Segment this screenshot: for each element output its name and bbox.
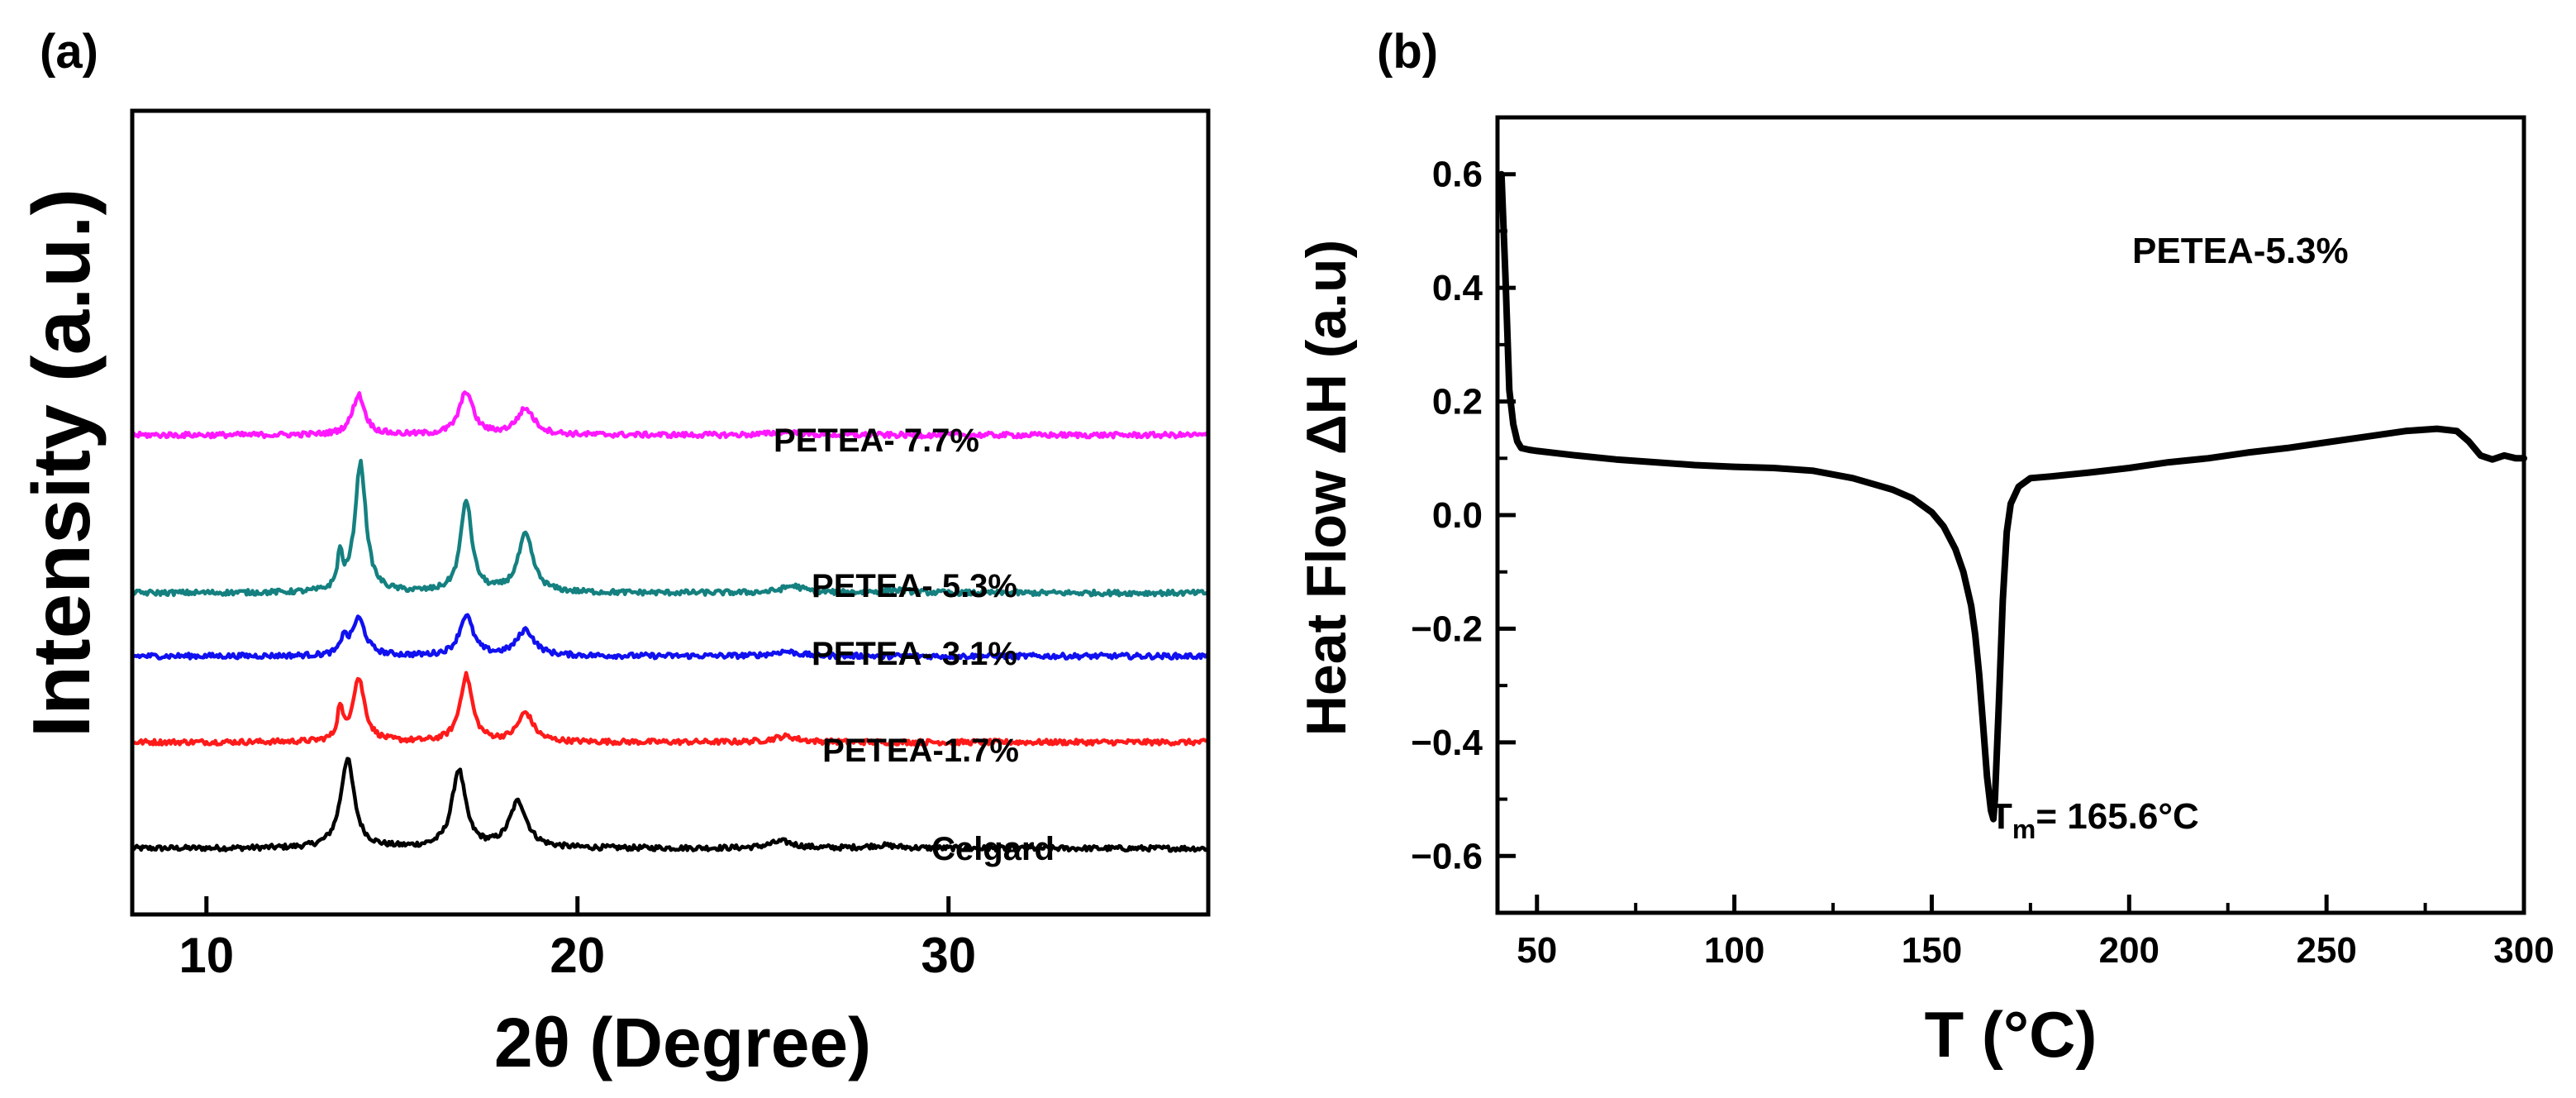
panel-b-series-group (1498, 170, 2527, 823)
panel-b-y-axis-label: Heat Flow ΔH (a.u) (1295, 240, 1358, 736)
y-tick-label-2: −0.2 (1411, 609, 1483, 649)
panel-b-label: (b) (1377, 25, 1438, 79)
x-tick-label-2: 150 (1902, 930, 1962, 971)
panel-a-series-group (130, 390, 1210, 853)
y-tick-label-5: 0.4 (1432, 268, 1483, 308)
melting-point-annotation: Tm= 165.6°C (1990, 796, 2199, 844)
x-tick-label-1: 100 (1704, 930, 1764, 971)
tm-subscript: m (2012, 814, 2036, 844)
y-tick-label-1: −0.4 (1411, 723, 1483, 763)
y-tick-label-4: 0.2 (1432, 382, 1483, 422)
series-label-4: PETEA- 7.7% (774, 422, 979, 459)
panel-a-label: (a) (40, 25, 98, 79)
panel-a-series-labels: Celgard PETEA-1.7% PETEA- 3.1% PETEA- 5.3% P… (774, 422, 1055, 867)
series-line-4 (130, 390, 1210, 440)
panel-a-xrd: (a) Celgard PETEA-1.7% PETEA- 3.1% PETEA- 5… (16, 25, 1211, 1081)
x-tick-label-0: 10 (179, 928, 234, 983)
y-tick-label-0: −0.6 (1411, 836, 1483, 876)
x-tick-label-0: 50 (1517, 930, 1557, 971)
panel-b-x-axis-label: T (°C) (1925, 998, 2097, 1071)
panel-a-x-axis-label: 2θ (Degree) (494, 1004, 871, 1081)
panel-a-y-axis-label: Intensity (a.u.) (16, 189, 107, 738)
y-tick-label-6: 0.6 (1432, 155, 1483, 195)
panel-b-x-axis-ticks: 50 100 150 200 250 300 (1517, 895, 2555, 971)
series-line-2 (131, 613, 1210, 661)
tm-main: T (1990, 796, 2012, 837)
panel-a-plot-frame (130, 108, 1211, 917)
dsc-curve (1498, 170, 2527, 823)
panel-b-y-axis-ticks: −0.6 −0.4 −0.2 0.0 0.2 0.4 0.6 (1411, 155, 1516, 876)
sample-annotation: PETEA-5.3% (2132, 231, 2349, 271)
x-tick-label-4: 250 (2296, 930, 2356, 971)
y-tick-label-3: 0.0 (1432, 495, 1483, 536)
series-line-0 (131, 757, 1210, 853)
series-label-3: PETEA- 5.3% (812, 568, 1017, 604)
series-line-1 (131, 671, 1209, 747)
x-tick-label-1: 20 (550, 928, 605, 983)
x-tick-label-5: 300 (2493, 930, 2554, 971)
x-tick-label-3: 200 (2099, 930, 2159, 971)
series-label-2: PETEA- 3.1% (812, 636, 1017, 672)
x-tick-label-2: 30 (921, 928, 976, 983)
series-label-1: PETEA-1.7% (822, 733, 1019, 769)
panel-a-x-axis-ticks: 10 20 30 (179, 896, 976, 983)
panel-b-dsc: (b) 50 100 150 200 250 300 −0.6 −0.4 −0.2 0.0 0.2… (1295, 25, 2555, 1071)
tm-value: = 165.6°C (2036, 796, 2198, 837)
series-line-3 (131, 458, 1209, 598)
series-label-0: Celgard (931, 831, 1055, 867)
